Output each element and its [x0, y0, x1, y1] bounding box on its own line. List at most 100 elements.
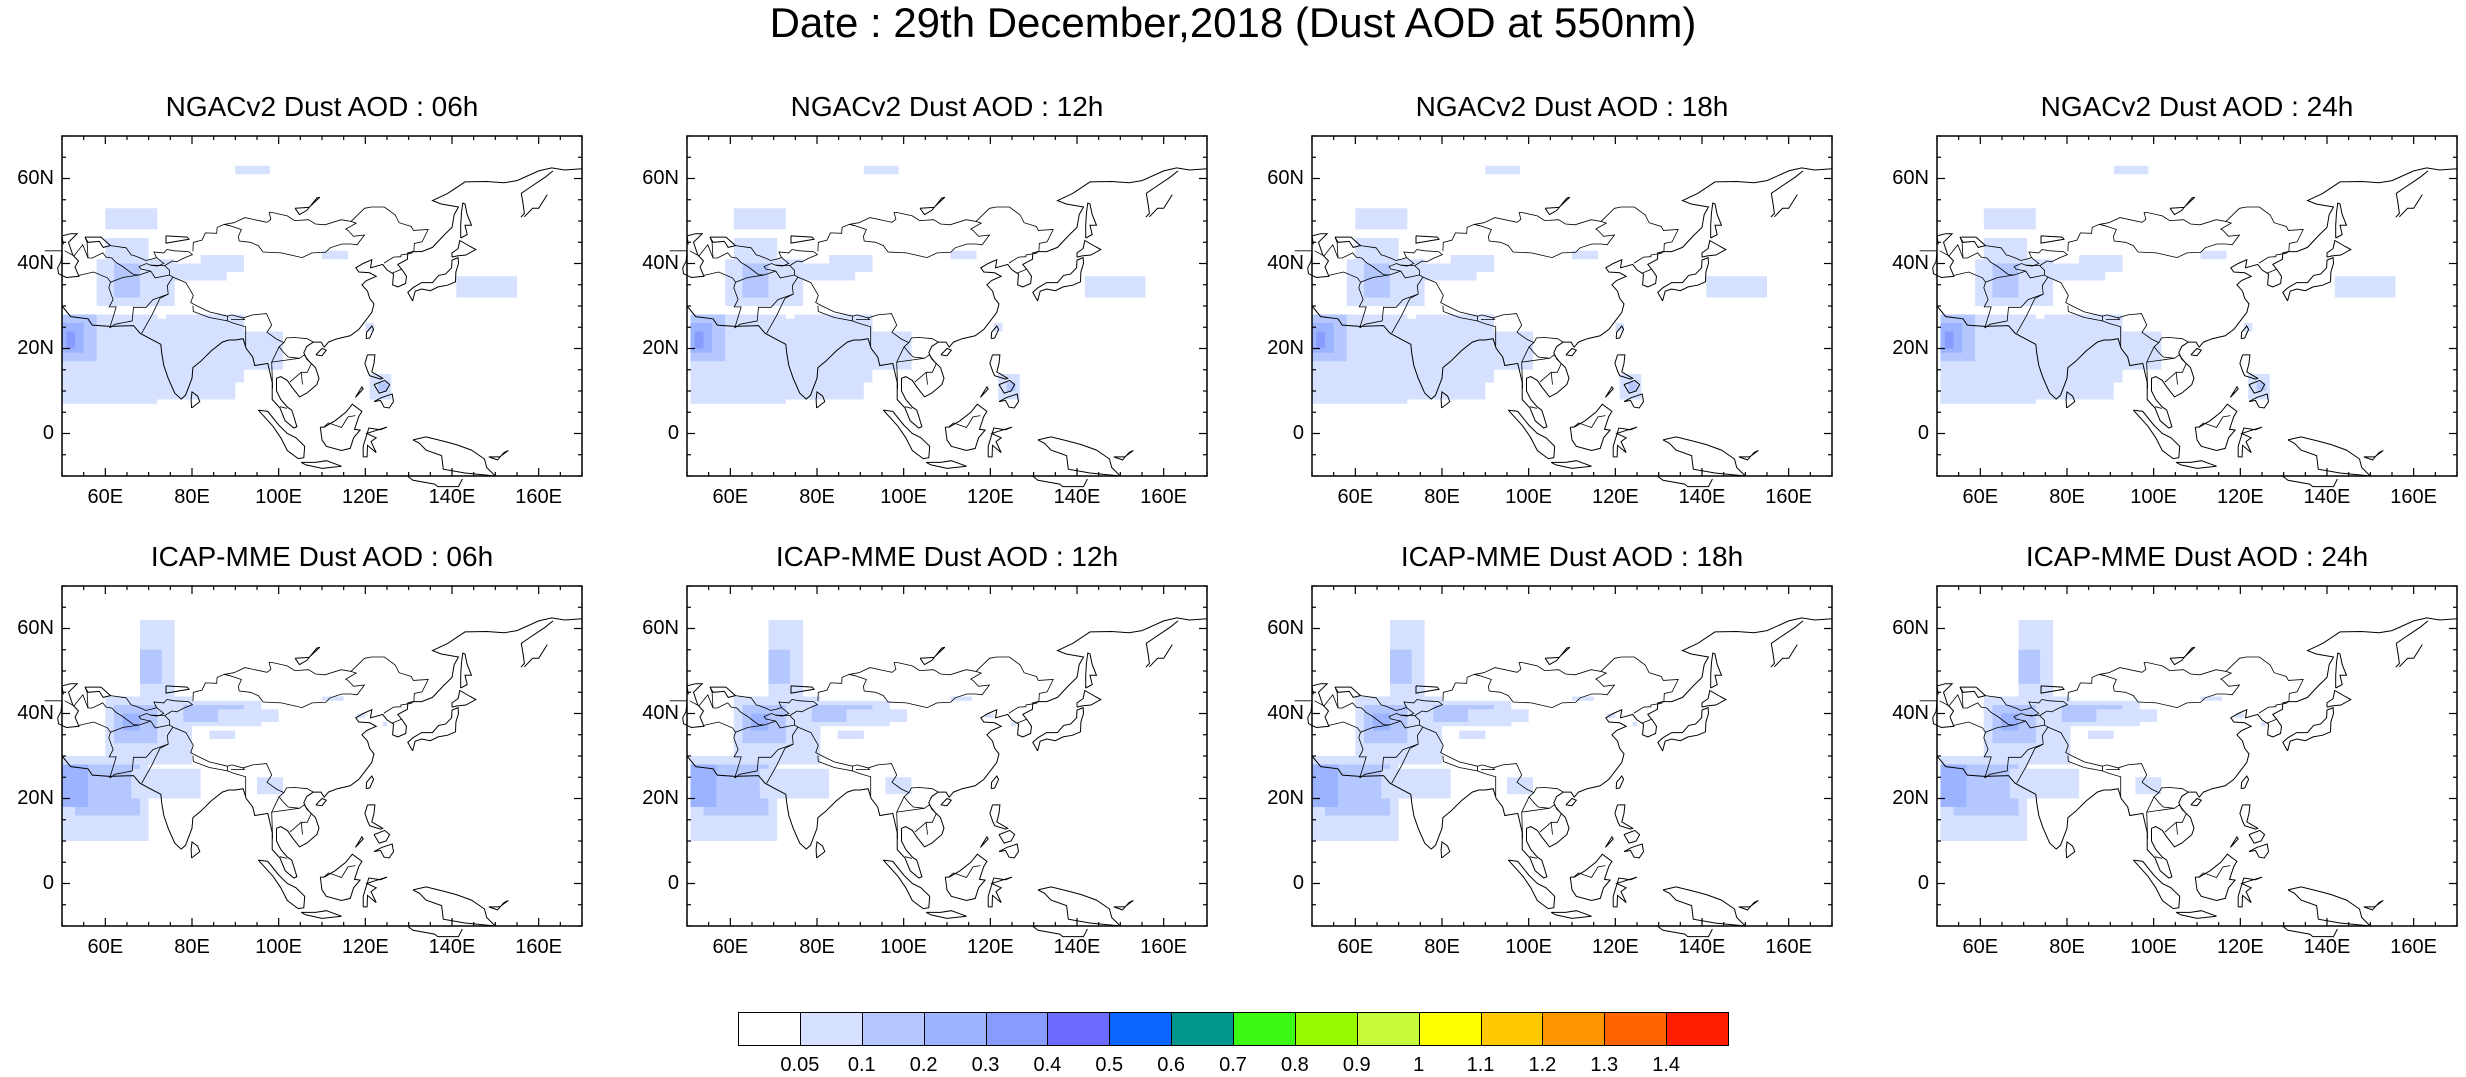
dust-patch [2256, 382, 2266, 391]
dust-patch [2235, 713, 2244, 718]
country-border [817, 223, 856, 252]
country-border [153, 699, 194, 716]
colorbar-swatch [923, 1012, 987, 1046]
country-border [703, 271, 736, 283]
country-border [78, 721, 111, 733]
country-border [224, 206, 429, 254]
coastline [919, 646, 946, 666]
country-border [817, 673, 856, 702]
country-border [1403, 249, 1444, 266]
coastline [709, 686, 737, 698]
country-border [278, 346, 300, 359]
coastline [451, 689, 477, 708]
lon-tick-label: 120E [1591, 486, 1639, 508]
country-border [231, 767, 246, 771]
coastline [2326, 239, 2352, 258]
dust-patch [1316, 331, 1325, 349]
country-border [391, 719, 402, 724]
coastline [407, 475, 463, 488]
coastline [2065, 390, 2076, 409]
map-plot [669, 135, 1208, 488]
country-border [150, 264, 170, 275]
country-border [856, 317, 871, 321]
coastline [2282, 475, 2338, 488]
lon-tick-label: 160E [2390, 936, 2438, 958]
country-border [1474, 206, 1679, 254]
map-plot [1294, 585, 1833, 938]
panel-title: NGACv2 Dust AOD : 24h [2040, 91, 2354, 122]
country-border [948, 865, 981, 878]
coastline [460, 202, 473, 239]
coastline [1032, 925, 1088, 938]
dust-patch [218, 709, 279, 722]
country-border [2099, 671, 2241, 709]
country-border [1539, 371, 1552, 383]
country-border [192, 755, 228, 772]
coastline [2132, 409, 2181, 460]
coastline [1612, 876, 1638, 908]
coastline [1440, 840, 1451, 859]
coastline [682, 233, 705, 279]
coastline [815, 840, 826, 859]
coastline [1774, 194, 1798, 218]
country-border [172, 726, 314, 794]
country-border [271, 342, 285, 389]
coastline [882, 859, 931, 910]
country-border [852, 770, 872, 796]
dust-patch [2261, 722, 2266, 727]
coastline [1936, 617, 2458, 879]
coastline [2190, 347, 2203, 357]
country-border [2025, 264, 2045, 275]
dust-patch [1468, 709, 1529, 722]
lon-tick-label: 100E [1505, 936, 1553, 958]
country-border [1641, 719, 1652, 724]
coastline [2065, 840, 2076, 859]
country-border [1442, 223, 1481, 252]
lat-tick-label: 0 [42, 871, 54, 894]
country-border [1633, 702, 1662, 714]
coastline [2237, 426, 2263, 458]
lon-tick-label: 140E [1678, 936, 1726, 958]
coastline [2190, 797, 2203, 807]
country-border [391, 269, 402, 274]
colorbar-swatch [861, 1012, 925, 1046]
coastline [407, 706, 460, 752]
country-border [1442, 673, 1481, 702]
lon-tick-label: 140E [1053, 936, 1101, 958]
country-border [2102, 320, 2122, 346]
coastline [373, 379, 391, 394]
coastline [882, 409, 931, 460]
coastline [294, 196, 321, 216]
lon-tick-label: 160E [2390, 486, 2438, 508]
lon-tick-label: 60E [1962, 486, 1999, 508]
coastline [354, 835, 364, 848]
coastline [1959, 686, 1987, 698]
coastline [2335, 202, 2348, 239]
country-border [64, 244, 140, 276]
lon-tick-label: 60E [1337, 936, 1374, 958]
coastline [979, 385, 989, 398]
country-border [1474, 221, 1616, 259]
country-border [1529, 406, 1537, 409]
dust-patch [694, 331, 704, 349]
coastline [373, 393, 395, 409]
country-border [2099, 206, 2304, 254]
lon-tick-label: 140E [428, 936, 476, 958]
map-plot [44, 585, 583, 938]
dust-patch [837, 730, 864, 739]
coastline [1615, 775, 1625, 790]
country-border [1442, 305, 1478, 322]
dust-patch [2079, 255, 2123, 272]
coastline [365, 775, 375, 790]
dust-patch [2243, 323, 2253, 332]
coastline [990, 775, 1000, 790]
coastline [709, 236, 737, 248]
coastline [1604, 385, 1614, 398]
country-border [735, 245, 790, 272]
country-border [323, 415, 356, 428]
dust-patch [1006, 382, 1016, 391]
coastline [2229, 835, 2239, 848]
country-border [1539, 821, 1552, 833]
coastline [1550, 910, 1592, 919]
lon-tick-label: 160E [1140, 486, 1188, 508]
